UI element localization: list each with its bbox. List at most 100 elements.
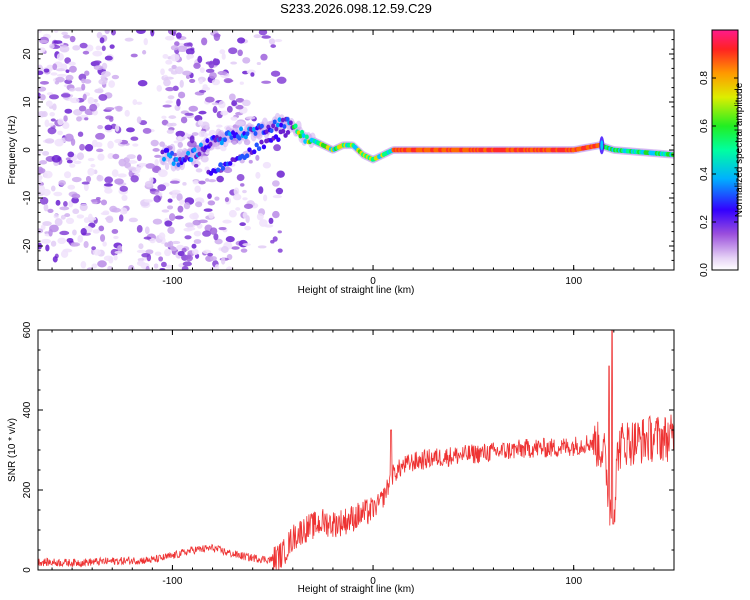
heatmap-noise-dot xyxy=(59,206,70,211)
heatmap-noise-dot xyxy=(38,185,46,193)
heatmap-noise-dot xyxy=(91,246,96,251)
heatmap-noise-dot xyxy=(213,33,221,38)
heatmap-noise-dot xyxy=(168,240,174,249)
heatmap-noise-dot xyxy=(92,50,103,57)
heatmap-noise-dot xyxy=(184,235,192,240)
ridge-core xyxy=(197,151,202,157)
heatmap-noise-dot xyxy=(138,243,144,250)
heatmap-noise-dot xyxy=(260,53,268,61)
ridge-branch xyxy=(254,142,259,148)
heatmap-noise-dot xyxy=(118,214,124,222)
heatmap-noise-dot xyxy=(152,148,160,152)
heatmap-noise-dot xyxy=(52,63,58,71)
ridge-core xyxy=(264,129,269,135)
heatmap-noise-dot xyxy=(130,175,139,183)
heatmap-noise-dot xyxy=(110,248,119,256)
heatmap-noise-dot xyxy=(164,220,173,227)
heatmap-noise-dot xyxy=(177,205,184,213)
heatmap-noise-dot xyxy=(71,193,81,199)
heatmap-noise-dot xyxy=(53,30,59,34)
heatmap-noise-dot xyxy=(158,256,164,262)
snr-y-label: SNR (10 * v/v) xyxy=(7,418,18,482)
heatmap-noise-dot xyxy=(57,237,67,245)
heatmap-noise-dot xyxy=(50,118,56,122)
heatmap-noise-dot xyxy=(262,161,272,169)
heatmap-noise-dot xyxy=(242,197,248,201)
heatmap-noise-dot xyxy=(171,240,181,245)
snr-x-label: Height of straight line (km) xyxy=(298,584,415,595)
ridge-core xyxy=(239,126,244,132)
heatmap-noise-dot xyxy=(55,76,65,83)
y-tick-label: 600 xyxy=(22,321,33,338)
heatmap-noise-dot xyxy=(77,234,84,243)
heatmap-noise-dot xyxy=(207,179,217,183)
ridge-branch xyxy=(261,144,267,150)
heatmap-noise-dot xyxy=(185,48,195,55)
heatmap-noise-dot xyxy=(38,70,44,75)
heatmap-noise-dot xyxy=(198,89,207,93)
heatmap-noise-dot xyxy=(142,50,147,55)
heatmap-noise-dot xyxy=(236,174,245,182)
heatmap-noise-dot xyxy=(38,47,46,53)
ridge-branch xyxy=(256,146,262,152)
heatmap-noise-dot xyxy=(240,248,248,253)
heatmap-noise-dot xyxy=(242,99,251,107)
heatmap-noise-dot xyxy=(171,189,181,194)
heatmap-noise-dot xyxy=(124,109,130,117)
heatmap-noise-dot xyxy=(42,221,52,226)
heatmap-noise-dot xyxy=(136,249,147,254)
heatmap-noise-dot xyxy=(230,61,238,65)
heatmap-noise-dot xyxy=(277,248,283,253)
heatmap-noise-dot xyxy=(76,214,85,219)
heatmap-noise-dot xyxy=(87,157,95,162)
heatmap-noise-dot xyxy=(193,239,202,244)
ridge-core xyxy=(184,155,189,160)
ridge-core xyxy=(279,122,284,128)
heatmap-noise-dot xyxy=(56,53,64,61)
heatmap-noise-dot xyxy=(216,175,224,183)
heatmap-noise-dot xyxy=(47,127,57,135)
heatmap-noise-dot xyxy=(144,226,150,235)
heatmap-noise-dot xyxy=(165,264,173,269)
heatmap-noise-dot xyxy=(84,117,89,121)
heatmap-noise-dot xyxy=(169,122,177,127)
heatmap-noise-dot xyxy=(136,101,143,105)
heatmap-noise-dot xyxy=(239,81,244,85)
heatmap-noise-dot xyxy=(87,213,93,221)
ridge-core xyxy=(269,128,274,134)
colorbar-tick-label: 0.0 xyxy=(699,263,710,277)
ridge-core xyxy=(160,149,165,155)
snr-y-ticks: 0 200 400 600 xyxy=(22,321,674,573)
heatmap-noise-dot xyxy=(111,74,120,80)
heatmap-noise-dot xyxy=(82,93,87,101)
ridge-branch xyxy=(228,161,233,166)
heatmap-noise-dot xyxy=(102,241,107,247)
heatmap-noise-dot xyxy=(43,170,53,179)
heatmap-noise-dot xyxy=(66,159,73,164)
heatmap-noise-dot xyxy=(177,45,188,53)
heatmap-noise-dot xyxy=(64,108,73,114)
heatmap-noise-dot xyxy=(127,166,137,171)
ridge-branch xyxy=(220,165,226,171)
heatmap-noise-dot xyxy=(63,171,72,179)
heatmap-noise-dot xyxy=(113,235,119,240)
colorbar-tick-label: 0.4 xyxy=(699,167,710,181)
ridge-branch xyxy=(280,128,286,134)
heatmap-noise-dot xyxy=(62,121,70,130)
heatmap-noise-dot xyxy=(166,205,174,210)
heatmap-noise-dot xyxy=(170,53,180,62)
heatmap-noise-dot xyxy=(264,224,274,228)
heatmap-noise-dot xyxy=(157,169,168,178)
heatmap-noise-dot xyxy=(165,100,173,104)
heatmap-noise-dot xyxy=(182,181,187,186)
ridge-halo xyxy=(169,143,176,154)
heatmap-noise-dot xyxy=(77,131,84,137)
heatmap-noise-dot xyxy=(111,169,119,177)
heatmap-noise-dot xyxy=(244,225,252,231)
heatmap-noise-dot xyxy=(71,176,82,183)
ridge-spike-core xyxy=(600,140,604,151)
heatmap-noise-dot xyxy=(138,162,148,167)
colorbar-ticks: 0.0 0.2 0.4 0.6 0.8 xyxy=(699,29,739,277)
heatmap-noise-dot xyxy=(273,144,281,152)
